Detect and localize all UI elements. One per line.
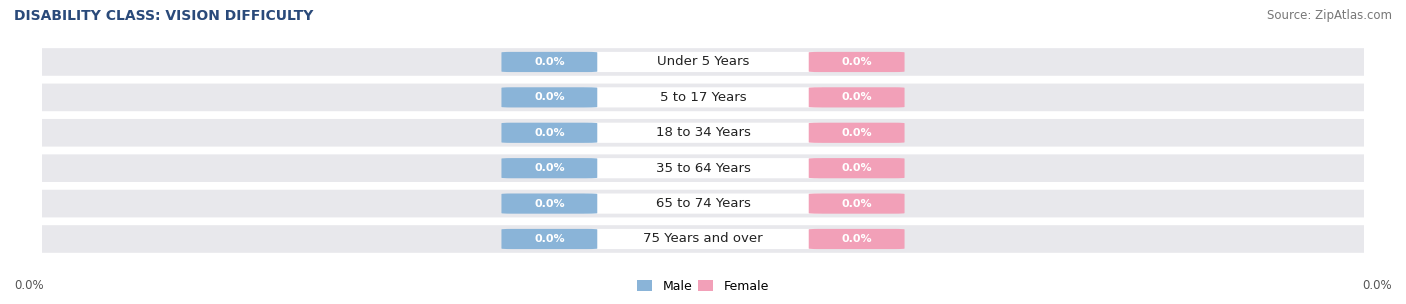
- Text: 0.0%: 0.0%: [534, 92, 565, 102]
- Text: 65 to 74 Years: 65 to 74 Years: [655, 197, 751, 210]
- FancyBboxPatch shape: [808, 229, 904, 249]
- Text: 0.0%: 0.0%: [841, 199, 872, 209]
- FancyBboxPatch shape: [502, 87, 598, 108]
- Text: 0.0%: 0.0%: [841, 92, 872, 102]
- FancyBboxPatch shape: [583, 193, 823, 214]
- Text: 0.0%: 0.0%: [841, 163, 872, 173]
- Text: 0.0%: 0.0%: [534, 128, 565, 138]
- FancyBboxPatch shape: [22, 84, 1384, 111]
- Text: Under 5 Years: Under 5 Years: [657, 55, 749, 68]
- Text: DISABILITY CLASS: VISION DIFFICULTY: DISABILITY CLASS: VISION DIFFICULTY: [14, 9, 314, 23]
- Text: 18 to 34 Years: 18 to 34 Years: [655, 126, 751, 139]
- FancyBboxPatch shape: [502, 193, 598, 214]
- FancyBboxPatch shape: [808, 87, 904, 108]
- FancyBboxPatch shape: [808, 52, 904, 72]
- FancyBboxPatch shape: [22, 154, 1384, 182]
- FancyBboxPatch shape: [583, 123, 823, 143]
- Text: 0.0%: 0.0%: [534, 234, 565, 244]
- FancyBboxPatch shape: [583, 229, 823, 249]
- Text: 0.0%: 0.0%: [534, 163, 565, 173]
- Text: 0.0%: 0.0%: [534, 57, 565, 67]
- FancyBboxPatch shape: [808, 123, 904, 143]
- Text: 0.0%: 0.0%: [841, 57, 872, 67]
- FancyBboxPatch shape: [22, 190, 1384, 217]
- FancyBboxPatch shape: [583, 158, 823, 178]
- FancyBboxPatch shape: [22, 119, 1384, 147]
- FancyBboxPatch shape: [808, 158, 904, 178]
- Text: 35 to 64 Years: 35 to 64 Years: [655, 162, 751, 175]
- FancyBboxPatch shape: [22, 48, 1384, 76]
- FancyBboxPatch shape: [502, 158, 598, 178]
- Text: Source: ZipAtlas.com: Source: ZipAtlas.com: [1267, 9, 1392, 22]
- Text: 0.0%: 0.0%: [14, 279, 44, 292]
- Text: 0.0%: 0.0%: [534, 199, 565, 209]
- Text: 0.0%: 0.0%: [841, 234, 872, 244]
- Legend: Male, Female: Male, Female: [633, 275, 773, 298]
- FancyBboxPatch shape: [502, 52, 598, 72]
- FancyBboxPatch shape: [502, 123, 598, 143]
- Text: 5 to 17 Years: 5 to 17 Years: [659, 91, 747, 104]
- FancyBboxPatch shape: [583, 52, 823, 72]
- FancyBboxPatch shape: [22, 225, 1384, 253]
- FancyBboxPatch shape: [808, 193, 904, 214]
- FancyBboxPatch shape: [502, 229, 598, 249]
- Text: 0.0%: 0.0%: [1362, 279, 1392, 292]
- FancyBboxPatch shape: [583, 87, 823, 108]
- Text: 0.0%: 0.0%: [841, 128, 872, 138]
- Text: 75 Years and over: 75 Years and over: [643, 233, 763, 246]
